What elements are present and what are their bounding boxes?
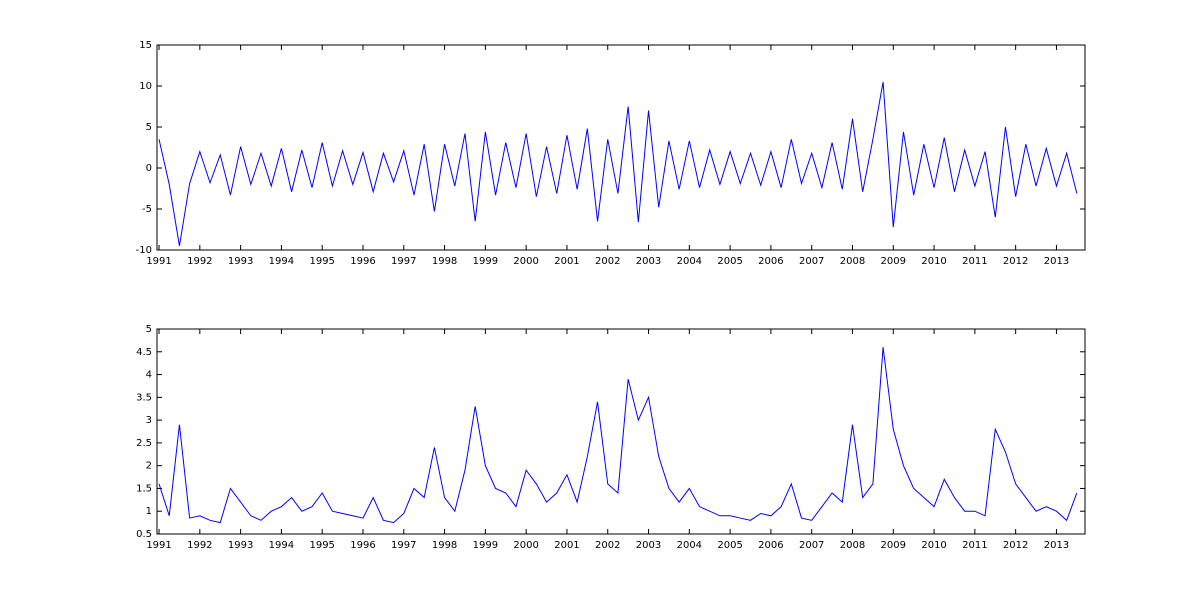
x-tick-label: 1999	[473, 256, 498, 267]
y-tick-label: -5	[142, 204, 152, 215]
x-tick-label: 1999	[473, 540, 498, 551]
y-tick-label: 1	[146, 506, 152, 517]
axes-background	[157, 45, 1085, 250]
x-tick-label: 1998	[432, 256, 457, 267]
y-tick-label: 5	[146, 122, 152, 133]
x-tick-label: 2009	[881, 540, 906, 551]
x-tick-label: 1991	[146, 256, 171, 267]
x-tick-label: 1992	[187, 256, 212, 267]
x-tick-label: 2003	[636, 256, 661, 267]
axes-background	[157, 329, 1085, 534]
x-tick-label: 1995	[309, 256, 334, 267]
x-tick-label: 2011	[962, 256, 987, 267]
x-tick-label: 2010	[921, 256, 946, 267]
x-tick-label: 2010	[921, 540, 946, 551]
axes-box	[156, 44, 1086, 251]
y-tick-label: 4.5	[136, 347, 152, 358]
x-tick-label: 2005	[717, 540, 742, 551]
x-tick-label: 2008	[840, 256, 865, 267]
x-tick-label: 1994	[269, 256, 294, 267]
x-tick-label: 2007	[799, 540, 824, 551]
x-tick-label: 2002	[595, 540, 620, 551]
x-tick-label: 2011	[962, 540, 987, 551]
data-line	[158, 347, 1078, 524]
y-tick-label: 3	[146, 415, 152, 426]
y-tick-label: 0.5	[136, 529, 152, 540]
x-tick-label: 1991	[146, 540, 171, 551]
x-tick-label: 1994	[269, 540, 294, 551]
x-tick-label: 1996	[350, 256, 375, 267]
x-tick-label: 2001	[554, 540, 579, 551]
x-tick-label: 2013	[1044, 256, 1069, 267]
x-tick-label: 2000	[513, 256, 538, 267]
x-tick-label: 2000	[513, 540, 538, 551]
x-tick-label: 1993	[228, 256, 253, 267]
data-line	[158, 81, 1078, 246]
x-tick-label: 2004	[677, 256, 702, 267]
y-tick-label: 4	[146, 370, 152, 381]
x-tick-label: 1993	[228, 540, 253, 551]
y-tick-label: 10	[139, 81, 152, 92]
x-tick-label: 2002	[595, 256, 620, 267]
x-tick-label: 1995	[309, 540, 334, 551]
y-tick-label: 15	[139, 40, 152, 51]
x-tick-label: 2009	[881, 256, 906, 267]
x-tick-label: 2001	[554, 256, 579, 267]
y-tick-label: 5	[146, 324, 152, 335]
x-tick-label: 2003	[636, 540, 661, 551]
x-tick-label: 2006	[758, 256, 783, 267]
x-tick-label: 2004	[677, 540, 702, 551]
x-tick-label: 1997	[391, 540, 416, 551]
y-tick-label: 3.5	[136, 392, 152, 403]
axes-box	[156, 328, 1086, 535]
x-tick-label: 2012	[1003, 540, 1028, 551]
x-tick-label: 1996	[350, 540, 375, 551]
x-tick-label: 2008	[840, 540, 865, 551]
x-tick-label: 2006	[758, 540, 783, 551]
y-tick-label: 2	[146, 461, 152, 472]
x-tick-label: 1997	[391, 256, 416, 267]
x-tick-label: 1998	[432, 540, 457, 551]
x-tick-label: 2007	[799, 256, 824, 267]
x-tick-label: 2005	[717, 256, 742, 267]
y-tick-label: 1.5	[136, 483, 152, 494]
y-tick-label: -10	[136, 245, 152, 256]
y-tick-label: 2.5	[136, 438, 152, 449]
y-tick-label: 0	[146, 163, 152, 174]
x-tick-label: 2013	[1044, 540, 1069, 551]
x-tick-label: 2012	[1003, 256, 1028, 267]
x-tick-label: 1992	[187, 540, 212, 551]
